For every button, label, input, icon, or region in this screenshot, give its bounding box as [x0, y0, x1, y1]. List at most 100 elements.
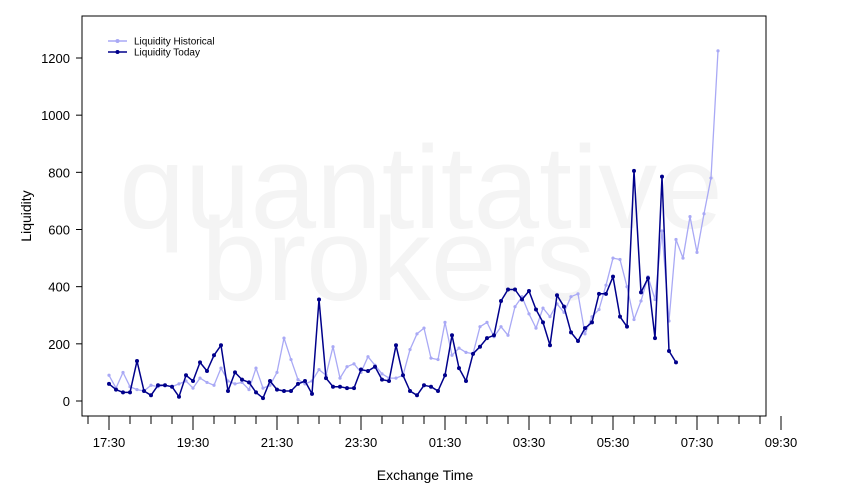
data-point: [212, 353, 216, 358]
data-point: [499, 298, 503, 303]
data-point: [149, 393, 153, 398]
data-point: [240, 377, 244, 382]
data-point: [625, 285, 629, 289]
data-point: [555, 293, 559, 298]
data-point: [548, 343, 552, 348]
data-point: [191, 378, 195, 383]
data-point: [618, 314, 622, 319]
data-point: [170, 384, 174, 389]
data-point: [534, 326, 538, 330]
data-point: [639, 290, 643, 295]
data-point: [331, 345, 335, 349]
data-point: [548, 315, 552, 319]
data-point: [387, 378, 391, 383]
data-point: [688, 215, 692, 219]
data-point: [709, 176, 713, 180]
data-point: [184, 379, 188, 383]
x-tick-label: 19:30: [177, 435, 210, 450]
data-point: [506, 287, 510, 292]
x-tick-label: 23:30: [345, 435, 378, 450]
y-tick-label: 400: [48, 280, 70, 295]
data-point: [541, 320, 545, 325]
data-point: [177, 382, 181, 386]
data-point: [198, 360, 202, 365]
data-point: [611, 274, 615, 279]
data-point: [660, 174, 664, 179]
data-point: [296, 381, 300, 386]
data-point: [345, 386, 349, 391]
watermark: quantitative brokers: [119, 122, 723, 326]
data-point: [583, 332, 587, 336]
data-point: [681, 256, 685, 260]
series-line: [108, 170, 677, 399]
data-point: [380, 377, 384, 382]
data-point: [156, 383, 160, 388]
data-point: [219, 343, 223, 348]
data-point: [352, 386, 356, 391]
series-line: [108, 50, 719, 392]
data-point: [247, 387, 251, 392]
data-point: [716, 49, 720, 53]
data-point: [590, 320, 594, 325]
data-point: [702, 212, 706, 216]
data-point: [422, 326, 426, 330]
data-point: [695, 250, 699, 254]
data-point: [499, 325, 503, 329]
y-tick-label: 800: [48, 165, 70, 180]
data-point: [303, 378, 307, 383]
x-axis-title: Exchange Time: [377, 467, 474, 483]
data-point: [457, 346, 461, 350]
y-tick-label: 1200: [41, 51, 70, 66]
data-point: [527, 312, 531, 316]
data-point: [352, 362, 356, 366]
y-tick-label: 200: [48, 337, 70, 352]
data-point: [576, 292, 580, 296]
data-point: [380, 372, 384, 376]
data-point: [604, 291, 608, 296]
data-point: [569, 295, 573, 299]
data-point: [226, 388, 230, 393]
data-point: [149, 383, 153, 387]
data-point: [618, 257, 622, 262]
data-point: [317, 297, 321, 302]
series-layer: [107, 49, 720, 401]
x-tick-label: 09:30: [765, 435, 798, 450]
data-point: [394, 376, 398, 380]
data-point: [408, 388, 412, 393]
legend-swatch-point: [115, 50, 120, 54]
data-point: [632, 168, 636, 173]
data-point: [107, 373, 111, 377]
data-point: [625, 324, 629, 329]
data-point: [520, 297, 524, 302]
data-point: [345, 365, 349, 369]
data-point: [464, 378, 468, 383]
data-point: [261, 386, 265, 390]
data-point: [674, 360, 678, 365]
x-tick-label: 07:30: [681, 435, 714, 450]
data-point: [415, 393, 419, 398]
data-point: [632, 317, 636, 322]
data-point: [639, 299, 643, 303]
data-point: [254, 390, 258, 395]
data-point: [205, 368, 209, 373]
data-point: [401, 373, 405, 378]
data-point: [275, 370, 279, 375]
data-point: [198, 376, 202, 380]
data-point: [450, 353, 454, 357]
data-point: [429, 384, 433, 389]
data-point: [478, 325, 482, 329]
data-point: [338, 384, 342, 389]
data-point: [114, 387, 118, 392]
x-tick-label: 05:30: [597, 435, 630, 450]
data-point: [471, 351, 475, 356]
data-point: [317, 367, 321, 372]
data-point: [660, 229, 664, 233]
y-axis-title: Liquidity: [18, 190, 34, 241]
legend-label: Liquidity Today: [134, 48, 200, 59]
data-point: [569, 330, 573, 335]
data-point: [513, 305, 517, 309]
data-point: [436, 388, 440, 393]
data-point: [646, 276, 650, 281]
